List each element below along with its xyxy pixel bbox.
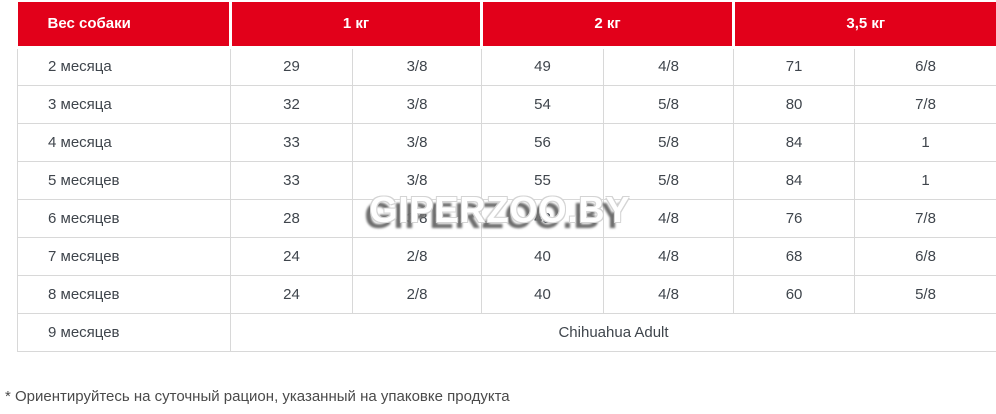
cell-cups: 6/8: [854, 236, 996, 276]
cell-grams: 33: [230, 160, 353, 200]
cell-cups: 4/8: [603, 198, 735, 238]
table-row: 2 месяца 29 3/8 49 4/8 71 6/8: [17, 46, 996, 86]
cell-cups: 1: [854, 122, 996, 162]
age-cell: 7 месяцев: [17, 236, 231, 276]
adult-food-cell: Chihuahua Adult: [229, 312, 996, 352]
age-cell: 3 месяца: [17, 84, 231, 124]
table-row: 5 месяцев 33 3/8 55 5/8 84 1: [17, 160, 996, 200]
cell-cups: 5/8: [603, 84, 735, 124]
cell-cups: 1: [854, 160, 996, 200]
cell-cups: 3/8: [351, 198, 483, 238]
table-row: 9 месяцев Chihuahua Adult: [17, 312, 996, 352]
header-row: Вес собаки 1 кг 2 кг 3,5 кг: [17, 2, 996, 49]
cell-grams: 28: [230, 198, 353, 238]
table-row: 6 месяцев 28 3/8 48 4/8 76 7/8: [17, 198, 996, 238]
cell-cups: 7/8: [854, 198, 996, 238]
cell-grams: 40: [481, 274, 605, 314]
cell-cups: 6/8: [854, 46, 996, 86]
header-weight-1kg: 1 кг: [228, 2, 482, 49]
cell-cups: 5/8: [603, 122, 735, 162]
cell-cups: 4/8: [603, 274, 735, 314]
header-weight-2kg: 2 кг: [480, 2, 734, 49]
cell-cups: 5/8: [854, 274, 996, 314]
cell-grams: 84: [733, 122, 856, 162]
cell-grams: 84: [733, 160, 856, 200]
age-cell: 8 месяцев: [17, 274, 231, 314]
header-dog-weight: Вес собаки: [17, 2, 231, 49]
table-row: 7 месяцев 24 2/8 40 4/8 68 6/8: [17, 236, 996, 276]
cell-cups: 2/8: [351, 236, 483, 276]
header-weight-3-5kg: 3,5 кг: [732, 2, 996, 49]
cell-cups: 2/8: [351, 274, 483, 314]
age-cell: 2 месяца: [17, 46, 231, 86]
feeding-table-header: Вес собаки 1 кг 2 кг 3,5 кг: [17, 2, 996, 49]
cell-grams: 48: [481, 198, 605, 238]
cell-grams: 40: [481, 236, 605, 276]
footnote: * Ориентируйтесь на суточный рацион, ука…: [5, 388, 510, 405]
cell-cups: 7/8: [854, 84, 996, 124]
feeding-table-body: 2 месяца 29 3/8 49 4/8 71 6/8 3 месяца 32 3/8 54 5/…: [17, 46, 996, 352]
cell-grams: 54: [481, 84, 605, 124]
cell-grams: 32: [230, 84, 353, 124]
table-row: 8 месяцев 24 2/8 40 4/8 60 5/8: [17, 274, 996, 314]
table-row: 4 месяца 33 3/8 56 5/8 84 1: [17, 122, 996, 162]
table-row: 3 месяца 32 3/8 54 5/8 80 7/8: [17, 84, 996, 124]
cell-cups: 3/8: [351, 46, 483, 86]
cell-cups: 3/8: [351, 160, 483, 200]
cell-grams: 76: [733, 198, 856, 238]
age-cell: 5 месяцев: [17, 160, 231, 200]
cell-cups: 3/8: [351, 122, 483, 162]
cell-grams: 24: [230, 274, 353, 314]
age-cell: 9 месяцев: [17, 312, 231, 352]
age-cell: 6 месяцев: [17, 198, 231, 238]
cell-grams: 33: [230, 122, 353, 162]
cell-cups: 5/8: [603, 160, 735, 200]
cell-grams: 56: [481, 122, 605, 162]
cell-grams: 55: [481, 160, 605, 200]
cell-grams: 49: [481, 46, 605, 86]
cell-cups: 4/8: [603, 236, 735, 276]
cell-grams: 24: [230, 236, 353, 276]
cell-cups: 3/8: [351, 84, 483, 124]
cell-grams: 68: [733, 236, 856, 276]
cell-grams: 80: [733, 84, 856, 124]
feeding-table: Вес собаки 1 кг 2 кг 3,5 кг 2 месяца 29 3/…: [17, 2, 996, 352]
cell-grams: 29: [230, 46, 353, 86]
age-cell: 4 месяца: [17, 122, 231, 162]
feeding-table-container: Вес собаки 1 кг 2 кг 3,5 кг 2 месяца 29 3/…: [17, 2, 996, 352]
cell-cups: 4/8: [603, 46, 735, 86]
cell-grams: 60: [733, 274, 856, 314]
cell-grams: 71: [733, 46, 856, 86]
